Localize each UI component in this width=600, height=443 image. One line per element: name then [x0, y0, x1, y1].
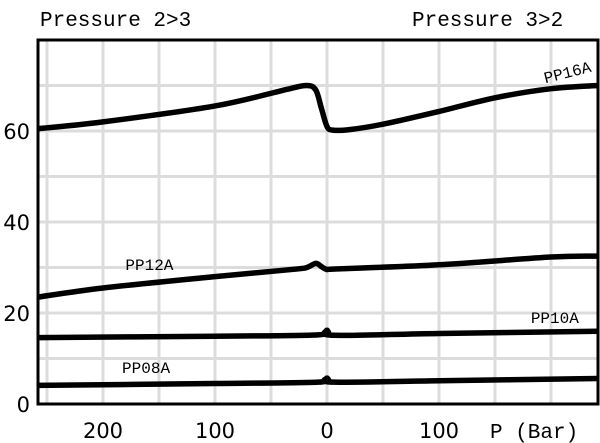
x-tick-label: 200 [83, 419, 123, 443]
x-tick-labels: 200 100 0 100 [83, 419, 459, 443]
title-left: Pressure 2>3 [40, 10, 191, 33]
x-axis-label: P (Bar) [490, 422, 578, 443]
series-label-pp08a: PP08A [122, 360, 170, 378]
series-line-pp12a [38, 253, 598, 300]
series-line-pp10a [38, 327, 598, 341]
y-tick-labels: 0 20 40 60 [3, 120, 30, 417]
y-tick-label: 40 [3, 211, 30, 235]
y-tick-label: 60 [3, 120, 30, 144]
x-tick-label: 0 [320, 419, 333, 443]
x-tick-label: 100 [195, 419, 235, 443]
plot-frame [36, 38, 600, 406]
y-tick-label: 0 [17, 393, 30, 417]
series-label-pp12a: PP12A [125, 257, 173, 275]
series-line-pp16a [38, 82, 598, 134]
series-lines [38, 82, 598, 389]
title-right: Pressure 3>2 [412, 10, 563, 33]
y-tick-label: 20 [3, 302, 30, 326]
series-line-pp08a [38, 375, 598, 389]
grid [38, 40, 598, 404]
x-tick-label: 100 [419, 419, 459, 443]
series-label-pp10a: PP10A [531, 310, 579, 328]
